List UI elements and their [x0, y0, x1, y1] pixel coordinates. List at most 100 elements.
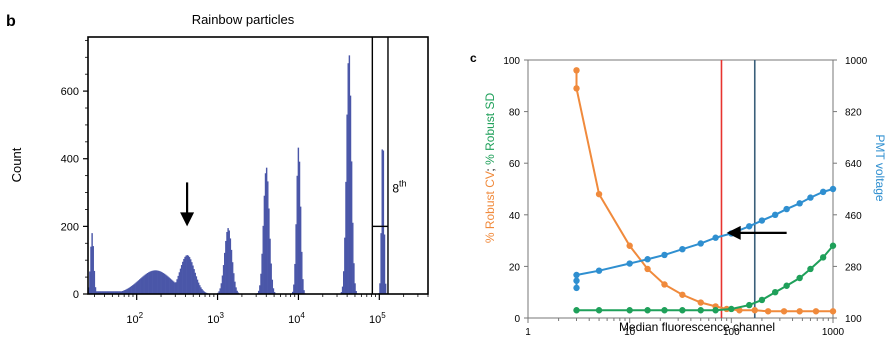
histogram-bar — [302, 279, 304, 294]
histogram-bar — [154, 270, 157, 294]
histogram-bar — [143, 275, 145, 294]
histogram-bar — [268, 208, 270, 294]
histogram-bar — [110, 291, 113, 294]
histogram-bar — [139, 279, 141, 294]
histogram-bar — [99, 291, 101, 294]
series-point — [712, 234, 719, 241]
histogram-bar — [265, 167, 268, 294]
series-point — [573, 67, 580, 74]
series-point — [771, 289, 779, 296]
y-left-tick-label: 0 — [514, 314, 520, 325]
series-point — [626, 260, 633, 267]
histogram-bar — [221, 275, 224, 294]
series-point — [626, 242, 633, 249]
series-point — [661, 251, 668, 259]
histogram-bar — [226, 231, 228, 294]
x-tick-base: 10 — [288, 314, 300, 326]
series-point — [573, 284, 580, 292]
histogram-bar — [178, 272, 181, 294]
histogram-bar — [379, 283, 381, 294]
histogram-bar — [116, 291, 118, 294]
y-right-tick-label: 280 — [845, 262, 862, 273]
histogram-bar — [187, 255, 190, 294]
gate-annotation-suffix: th — [399, 179, 407, 189]
histogram-bar — [235, 287, 237, 294]
histogram-bar — [152, 270, 155, 294]
histogram-bar — [170, 279, 173, 294]
histogram-bar — [120, 291, 123, 294]
series-point — [644, 307, 651, 314]
histogram-bar — [204, 292, 207, 294]
series-point — [819, 254, 827, 261]
histogram-bar — [345, 181, 347, 294]
series-point — [751, 307, 758, 314]
y-left-tick-label: 100 — [503, 56, 520, 67]
series-point — [758, 296, 766, 304]
histogram-bar — [176, 279, 178, 294]
histogram-bar — [98, 291, 100, 294]
chart-b-title: Rainbow particles — [192, 12, 295, 27]
series-point — [829, 185, 837, 193]
histogram-bar — [182, 261, 184, 294]
histogram-bar — [384, 283, 387, 294]
histogram-bar — [90, 246, 92, 294]
x-tick-label: 104 — [288, 311, 305, 326]
histogram-bar — [118, 291, 121, 294]
series-point — [758, 217, 766, 224]
histogram-bar — [272, 288, 275, 294]
histogram-bar — [194, 272, 196, 294]
series-point — [807, 265, 814, 273]
chart-b-ylabel: Count — [9, 147, 24, 182]
x-tick-label: 100 — [723, 327, 740, 338]
histogram-bar — [177, 275, 179, 294]
histogram-bar — [173, 281, 175, 294]
histogram-bar — [157, 270, 159, 294]
x-tick-exponent: 5 — [381, 311, 386, 320]
series-point — [697, 299, 704, 306]
histogram-bar — [140, 278, 142, 294]
histogram-bar — [260, 273, 262, 294]
histogram-bar — [184, 256, 186, 294]
histogram-bar — [142, 276, 144, 294]
arrow-head — [726, 225, 741, 240]
series-point — [783, 205, 790, 213]
histogram-bar — [355, 291, 357, 294]
histogram-bar — [233, 273, 235, 294]
x-tick-label: 103 — [207, 311, 224, 326]
series-point — [679, 291, 686, 298]
histogram-bar — [107, 291, 109, 294]
series-point — [626, 307, 633, 314]
histogram-bar — [293, 284, 295, 294]
histogram-bar — [158, 270, 160, 294]
histogram-bar — [188, 257, 191, 294]
histogram-bar — [95, 291, 98, 294]
histogram-bar — [298, 161, 301, 294]
y-right-tick-label: 820 — [845, 108, 862, 119]
histogram-bar — [100, 291, 102, 294]
x-tick-label: 1 — [525, 327, 531, 338]
histogram-bar — [267, 181, 269, 294]
histogram-bar — [125, 289, 127, 294]
histogram-bar — [350, 161, 353, 294]
y-tick-label: 0 — [73, 289, 79, 301]
histogram-bar — [94, 287, 97, 294]
series-point — [780, 308, 788, 315]
histogram-bar — [262, 225, 264, 294]
histogram-bar — [145, 273, 148, 294]
arrow-head — [180, 212, 195, 227]
ylabel-left-part-cv: % Robust CV — [483, 171, 497, 243]
histogram-bar — [227, 228, 229, 294]
histogram-bar — [228, 230, 230, 294]
histogram-bar — [180, 265, 183, 294]
x-tick-base: 10 — [207, 314, 219, 326]
series-point — [573, 307, 580, 314]
histogram-bar — [144, 274, 147, 294]
x-tick-exponent: 2 — [139, 311, 144, 320]
histogram-bar — [179, 268, 182, 294]
histogram-bar — [165, 274, 167, 294]
histogram-bar — [123, 290, 125, 294]
histogram-bar — [236, 290, 238, 294]
histogram-bar — [93, 270, 96, 294]
histogram-bar — [294, 263, 296, 294]
